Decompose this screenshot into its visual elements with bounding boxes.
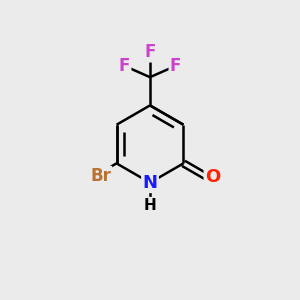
Text: F: F [170,57,181,75]
Text: F: F [144,43,156,61]
Text: O: O [205,168,220,186]
Text: Br: Br [90,167,111,185]
Text: H: H [144,198,156,213]
Text: F: F [119,57,130,75]
Text: N: N [142,174,158,192]
